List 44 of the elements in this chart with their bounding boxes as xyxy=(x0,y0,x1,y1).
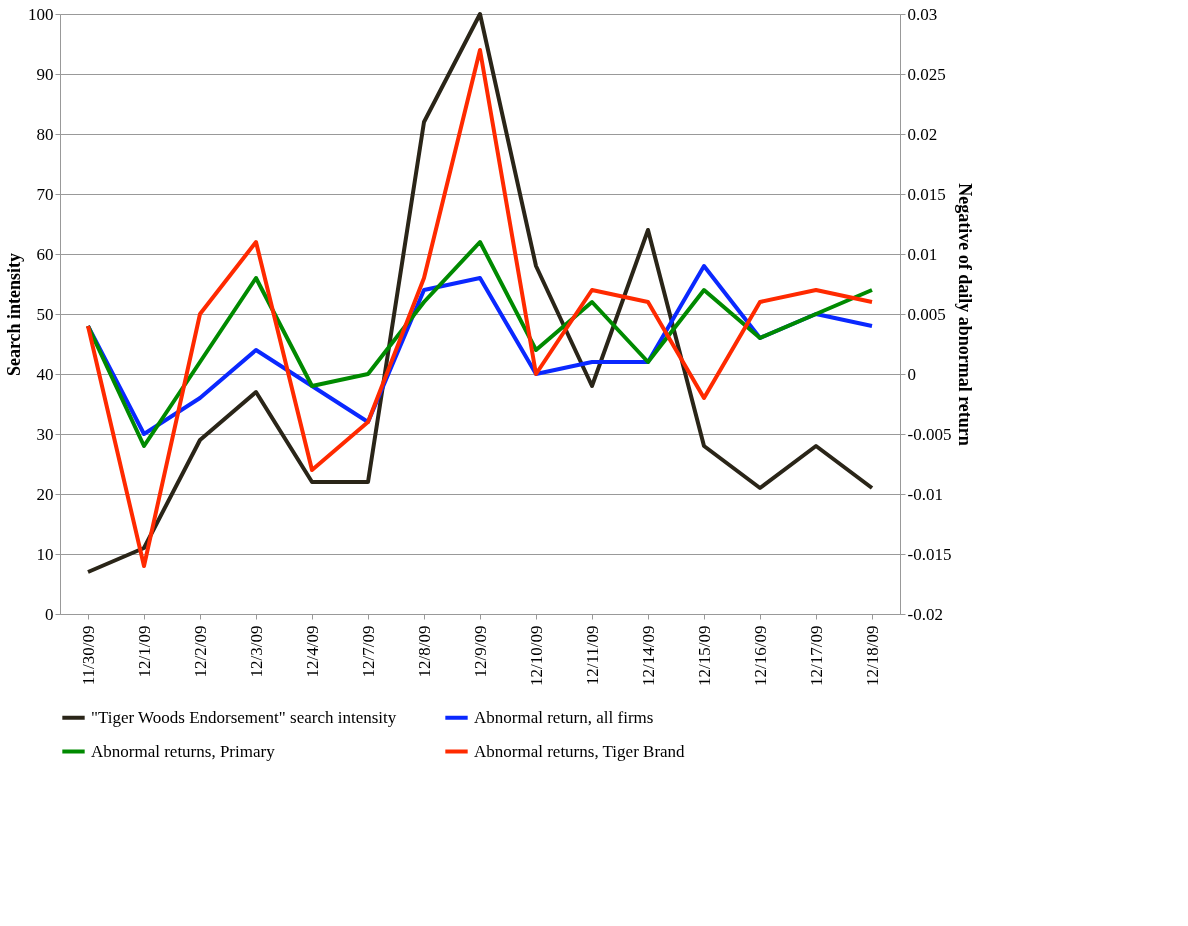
y2-tick-label: 0.03 xyxy=(907,4,938,24)
y2-tick-label: -0.02 xyxy=(907,604,943,624)
x-tick-label: 12/16/09 xyxy=(750,625,770,686)
y-tick-label: 100 xyxy=(28,4,54,24)
legend-label: Abnormal returns, Primary xyxy=(91,741,276,761)
y-tick-label: 60 xyxy=(36,244,54,264)
y-tick-label: 50 xyxy=(36,304,54,324)
x-tick-label: 12/1/09 xyxy=(134,625,154,678)
y-tick-label: 70 xyxy=(36,184,54,204)
y-tick-label: 10 xyxy=(36,544,54,564)
y2-tick-label: -0.01 xyxy=(907,484,943,504)
y-tick-label: 80 xyxy=(36,124,54,144)
y2-tick-label: 0.01 xyxy=(907,244,938,264)
y2-tick-label: -0.005 xyxy=(907,424,952,444)
y2-tick-label: 0.015 xyxy=(907,184,946,204)
y2-tick-label: -0.015 xyxy=(907,544,952,564)
x-tick-label: 12/18/09 xyxy=(862,625,882,686)
x-tick-label: 12/10/09 xyxy=(526,625,546,686)
y2-tick-label: 0.005 xyxy=(907,304,946,324)
y-tick-label: 90 xyxy=(36,64,54,84)
legend-label: Abnormal returns, Tiger Brand xyxy=(474,741,686,761)
y-tick-label: 40 xyxy=(36,364,54,384)
x-tick-label: 12/8/09 xyxy=(414,625,434,678)
y2-tick-label: 0.02 xyxy=(907,124,938,144)
y-tick-label: 0 xyxy=(45,604,54,624)
x-tick-label: 12/15/09 xyxy=(694,625,714,686)
x-tick-label: 12/9/09 xyxy=(470,625,490,678)
y2-tick-label: 0 xyxy=(907,364,916,384)
x-tick-label: 12/3/09 xyxy=(246,625,266,678)
x-tick-label: 11/30/09 xyxy=(78,625,98,686)
x-tick-label: 12/17/09 xyxy=(806,625,826,686)
x-tick-label: 12/7/09 xyxy=(358,625,378,678)
line-series xyxy=(86,240,874,448)
y-axis-title: Search intensity xyxy=(4,252,24,377)
x-tick-label: 12/11/09 xyxy=(582,625,602,686)
y-tick-label: 30 xyxy=(36,424,54,444)
legend-label: Abnormal return, all firms xyxy=(474,707,654,727)
y2-tick-label: 0.025 xyxy=(907,64,946,84)
y2-axis-title: Negative of daily abnormal return xyxy=(955,183,976,446)
y-tick-label: 20 xyxy=(36,484,54,504)
x-tick-label: 12/14/09 xyxy=(638,625,658,686)
x-tick-label: 12/4/09 xyxy=(302,625,322,678)
legend-label: "Tiger Woods Endorsement" search intensity xyxy=(91,707,397,727)
x-tick-label: 12/2/09 xyxy=(190,625,210,678)
